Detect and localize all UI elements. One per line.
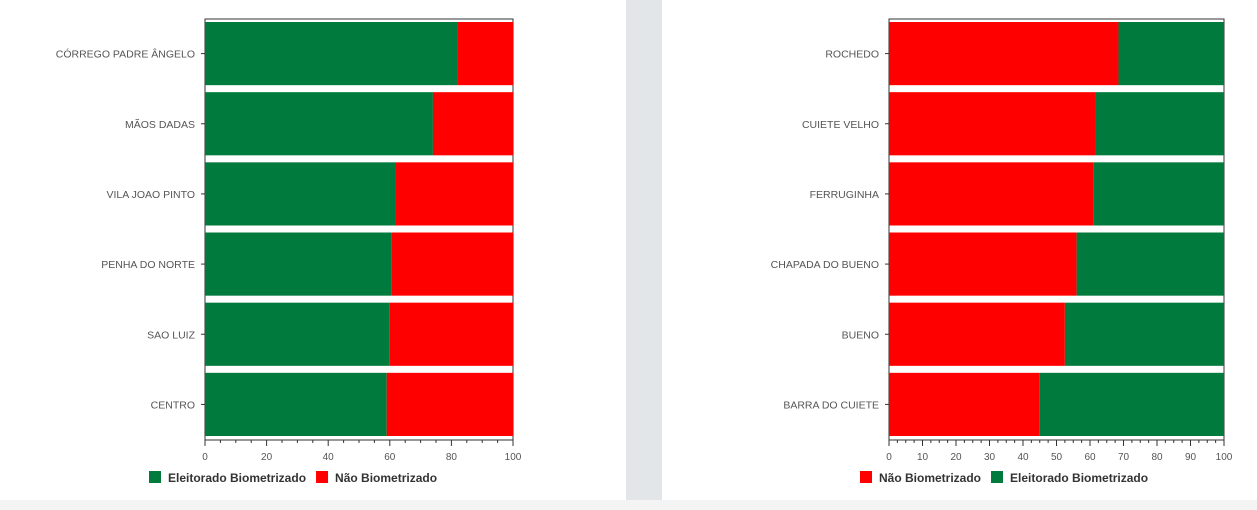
left-x-tick-label: 100 xyxy=(505,452,522,463)
right-legend-swatch xyxy=(860,471,872,483)
left-category-label: VILA JOAO PINTO xyxy=(106,189,195,201)
left-category-label: MÃOS DADAS xyxy=(125,118,195,131)
left-category-label: CENTRO xyxy=(151,399,195,411)
right-x-tick-label: 60 xyxy=(1084,452,1096,463)
right-category-label: BARRA DO CUIETE xyxy=(783,399,879,411)
left-legend-swatch xyxy=(316,471,329,483)
left-bar-1-series-1 xyxy=(432,92,513,156)
left-bar-3-series-0 xyxy=(205,232,392,296)
left-bar-4-series-0 xyxy=(205,302,390,366)
left-bar-0-series-1 xyxy=(457,22,513,86)
left-bar-3-series-1 xyxy=(391,232,513,296)
right-legend-swatch xyxy=(991,471,1004,483)
right-x-tick-label: 40 xyxy=(1017,452,1029,463)
right-x-tick-label: 90 xyxy=(1185,452,1197,463)
right-bar-0-series-1 xyxy=(1118,22,1224,86)
left-x-tick-label: 20 xyxy=(261,452,273,463)
right-category-label: BUENO xyxy=(842,329,879,341)
right-bar-4-series-1 xyxy=(1064,302,1224,366)
left-category-label: PENHA DO NORTE xyxy=(101,259,195,271)
left-legend-swatch xyxy=(149,471,161,483)
right-bar-1-series-1 xyxy=(1095,92,1224,156)
left-bar-1-series-0 xyxy=(205,92,433,156)
right-category-label: CUIETE VELHO xyxy=(802,119,879,131)
right-bar-0-series-0 xyxy=(889,22,1119,86)
right-legend-label: Eleitorado Biometrizado xyxy=(1010,471,1148,485)
right-x-tick-label: 10 xyxy=(917,452,929,463)
right-x-tick-label: 0 xyxy=(886,452,892,463)
left-bar-2-series-1 xyxy=(395,162,513,226)
right-x-tick-label: 20 xyxy=(950,452,962,463)
left-x-tick-label: 60 xyxy=(384,452,396,463)
right-legend-label: Não Biometrizado xyxy=(879,471,981,485)
right-bar-5-series-0 xyxy=(889,372,1040,436)
left-x-tick-label: 40 xyxy=(323,452,335,463)
right-bar-5-series-1 xyxy=(1039,372,1224,436)
left-category-label: CÓRREGO PADRE ÂNGELO xyxy=(56,48,195,61)
right-bar-2-series-1 xyxy=(1093,162,1224,226)
right-category-label: FERRUGINHA xyxy=(810,189,879,201)
bottom-strip xyxy=(0,500,1257,510)
right-bar-3-series-0 xyxy=(889,232,1077,296)
right-x-tick-label: 80 xyxy=(1151,452,1163,463)
right-x-tick-label: 100 xyxy=(1216,452,1233,463)
left-category-label: SAO LUIZ xyxy=(147,329,195,341)
right-bar-2-series-0 xyxy=(889,162,1094,226)
right-bar-3-series-1 xyxy=(1076,232,1224,296)
right-x-tick-label: 50 xyxy=(1051,452,1063,463)
right-bar-4-series-0 xyxy=(889,302,1065,366)
right-category-label: ROCHEDO xyxy=(825,49,879,61)
left-x-tick-label: 0 xyxy=(202,452,208,463)
left-bar-4-series-1 xyxy=(389,302,513,366)
left-bar-2-series-0 xyxy=(205,162,396,226)
left-bar-0-series-0 xyxy=(205,22,458,86)
right-x-tick-label: 70 xyxy=(1118,452,1130,463)
right-bar-1-series-0 xyxy=(889,92,1096,156)
left-x-tick-label: 80 xyxy=(446,452,458,463)
right-x-tick-label: 30 xyxy=(984,452,996,463)
panel-divider xyxy=(626,0,662,500)
left-bar-5-series-1 xyxy=(386,372,513,436)
right-category-label: CHAPADA DO BUENO xyxy=(771,259,879,271)
left-legend-label: Eleitorado Biometrizado xyxy=(168,471,306,485)
left-legend-label: Não Biometrizado xyxy=(335,471,437,485)
left-bar-5-series-0 xyxy=(205,372,387,436)
